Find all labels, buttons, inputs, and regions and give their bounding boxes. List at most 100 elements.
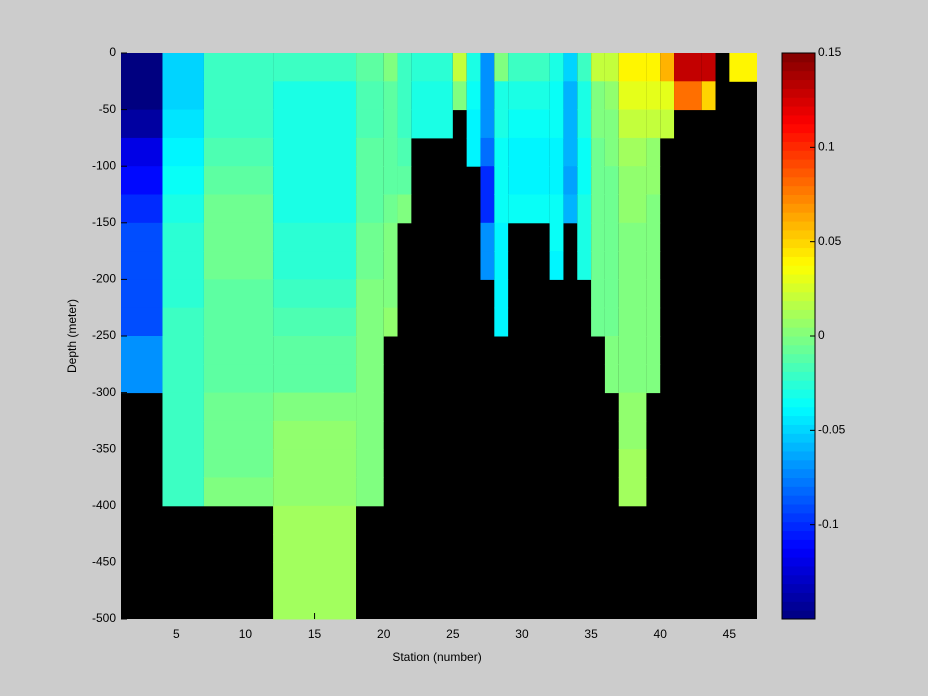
colorbar-cell xyxy=(782,176,815,187)
heatmap-cell xyxy=(383,53,398,82)
heatmap-cell xyxy=(273,251,357,280)
heatmap-cell xyxy=(618,109,647,139)
x-tick-label: 35 xyxy=(584,627,598,641)
heatmap-cell xyxy=(121,222,163,252)
heatmap-cell xyxy=(203,194,274,224)
y-tick-label: -400 xyxy=(92,498,116,512)
heatmap-cell xyxy=(591,279,605,309)
heatmap-cell xyxy=(604,194,619,224)
heatmap-cell xyxy=(591,53,605,82)
colorbar-cell xyxy=(782,362,815,372)
colorbar-cell xyxy=(782,97,815,107)
heatmap-cell xyxy=(549,81,564,111)
heatmap-cell xyxy=(273,222,357,252)
heatmap-cell xyxy=(383,81,398,111)
heatmap-cell xyxy=(121,109,163,139)
heatmap-cell xyxy=(563,137,578,167)
heatmap-cell xyxy=(356,420,384,450)
colorbar-cell xyxy=(782,185,815,195)
heatmap-cell xyxy=(494,137,509,167)
heatmap-cell xyxy=(604,222,619,252)
colorbar-cell xyxy=(782,238,815,249)
heatmap-cell xyxy=(203,336,274,365)
heatmap-cell xyxy=(397,137,412,167)
heatmap-cell xyxy=(604,109,619,139)
heatmap-cell xyxy=(591,251,605,280)
heatmap-cell xyxy=(356,251,384,280)
heatmap-cell xyxy=(383,251,398,280)
heatmap-cell xyxy=(508,53,550,82)
y-axis-label: Depth (meter) xyxy=(65,299,79,373)
heatmap-cell xyxy=(618,251,647,280)
heatmap-cell xyxy=(162,279,204,309)
heatmap-cell xyxy=(494,251,509,280)
heatmap-cell xyxy=(480,137,495,167)
heatmap-cell xyxy=(121,279,163,309)
heatmap-cell xyxy=(203,449,274,478)
heatmap-cell xyxy=(452,53,467,82)
heatmap-cell xyxy=(121,81,163,111)
heatmap-cell xyxy=(162,449,204,478)
x-tick-label: 20 xyxy=(377,627,391,641)
heatmap-cell xyxy=(508,194,550,224)
heatmap-cell xyxy=(411,81,453,111)
heatmap-cell xyxy=(397,166,412,195)
heatmap-cell xyxy=(549,222,564,252)
heatmap-cell xyxy=(203,137,274,167)
heatmap-cell xyxy=(273,562,357,592)
heatmap-cell xyxy=(162,392,204,422)
heatmap-cell xyxy=(273,336,357,365)
heatmap-cell xyxy=(646,279,661,309)
heatmap-cell xyxy=(356,53,384,82)
colorbar-cell xyxy=(782,88,815,98)
colorbar-cell xyxy=(782,389,815,399)
heatmap-cell xyxy=(356,137,384,167)
heatmap-cell xyxy=(563,81,578,111)
x-tick-label: 25 xyxy=(446,627,460,641)
heatmap-cell xyxy=(563,166,578,195)
heatmap-cell xyxy=(356,166,384,195)
heatmap-cell xyxy=(660,81,675,111)
heatmap-cell xyxy=(273,81,357,111)
colorbar-cell xyxy=(782,486,815,496)
colorbar-cell xyxy=(782,70,815,81)
heatmap-cell xyxy=(646,222,661,252)
heatmap-cell xyxy=(563,53,578,82)
heatmap-cell xyxy=(618,194,647,224)
heatmap-cell xyxy=(618,449,647,478)
heatmap-cell xyxy=(577,166,592,195)
colorbar-cell xyxy=(782,256,815,266)
heatmap-cell xyxy=(162,477,204,507)
heatmap-cell xyxy=(273,137,357,167)
colorbar-cell xyxy=(782,53,815,63)
heatmap-cell xyxy=(563,194,578,224)
heatmap-cell xyxy=(604,364,619,394)
heatmap-cell xyxy=(646,81,661,111)
heatmap-cell xyxy=(549,109,564,139)
y-tick-label: -500 xyxy=(92,611,116,625)
colorbar-cell xyxy=(782,406,815,417)
colorbar-cell xyxy=(782,353,815,364)
colorbar-cell xyxy=(782,203,815,213)
heatmap-cell xyxy=(397,81,412,111)
heatmap-cell xyxy=(121,251,163,280)
heatmap-cell xyxy=(356,336,384,365)
colorbar-cell xyxy=(782,300,815,310)
heatmap-cell xyxy=(508,109,550,139)
heatmap-cell xyxy=(203,109,274,139)
colorbar-cell xyxy=(782,274,815,284)
colorbar-tick-label: -0.1 xyxy=(818,517,839,531)
colorbar-cell xyxy=(782,557,815,567)
colorbar-cell xyxy=(782,194,815,204)
colorbar-cell xyxy=(782,468,815,478)
colorbar-cell xyxy=(782,159,815,169)
y-tick-label: -250 xyxy=(92,328,116,342)
heatmap-cell xyxy=(646,364,661,394)
heatmap-cell xyxy=(646,166,661,195)
heatmap-cell xyxy=(162,109,204,139)
heatmap-cell xyxy=(618,364,647,394)
colorbar-cell xyxy=(782,291,815,302)
y-tick-label: -50 xyxy=(99,102,117,116)
colorbar-cell xyxy=(782,114,815,125)
x-tick-label: 5 xyxy=(173,627,180,641)
